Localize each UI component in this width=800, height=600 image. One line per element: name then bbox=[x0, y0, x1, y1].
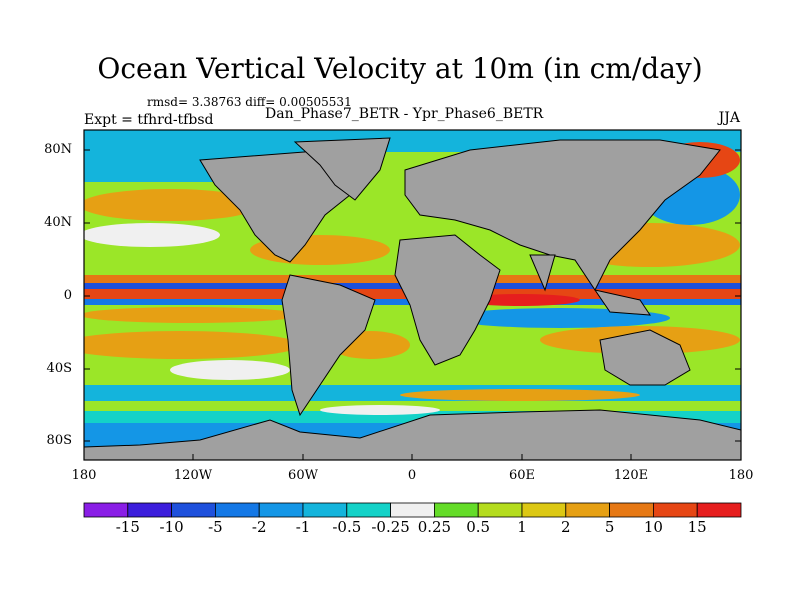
colorbar-swatch bbox=[346, 502, 391, 518]
greenland bbox=[293, 137, 391, 201]
map-plot-area bbox=[84, 130, 741, 460]
australia bbox=[599, 329, 691, 386]
colorbar-swatch bbox=[433, 502, 479, 518]
stats-line: rmsd= 3.38763 diff= 0.00505531 bbox=[147, 95, 352, 109]
maritime-continent bbox=[593, 289, 651, 316]
lat-label-0: 0 bbox=[63, 288, 72, 303]
colorbar-swatch bbox=[390, 502, 435, 518]
colorbar-tick-label: -5 bbox=[208, 518, 223, 536]
lon-label-60w: 60W bbox=[288, 468, 318, 483]
lat-label-40s: 40S bbox=[46, 361, 72, 376]
eurasia bbox=[404, 139, 721, 291]
lon-label-120w: 120W bbox=[173, 468, 213, 483]
colorbar-tick-label: -1 bbox=[295, 518, 311, 536]
land-masses bbox=[84, 137, 741, 460]
page-title: Ocean Vertical Velocity at 10m (in cm/da… bbox=[97, 52, 703, 85]
colorbar-tick-label: 0.5 bbox=[466, 518, 491, 536]
colorbar-tick-label: -0.25 bbox=[371, 518, 410, 536]
lon-label-60e: 60E bbox=[508, 468, 536, 483]
colorbar-swatch bbox=[127, 502, 173, 518]
colorbar-swatch bbox=[609, 502, 654, 518]
axis-ticks bbox=[83, 149, 742, 460]
india bbox=[529, 254, 556, 292]
antarctica bbox=[84, 409, 741, 460]
colorbar-tick-label: 1 bbox=[517, 518, 527, 536]
colorbar-swatch bbox=[83, 502, 129, 518]
colorbar-tick-label: -15 bbox=[115, 518, 140, 536]
colorbar-swatch bbox=[302, 502, 348, 518]
colorbar-swatch bbox=[521, 502, 567, 518]
colorbar-swatch bbox=[214, 502, 260, 518]
colorbar-tick-label: 10 bbox=[643, 518, 663, 536]
colorbar-tick-label: 15 bbox=[687, 518, 707, 536]
lon-label-0: 0 bbox=[407, 468, 417, 483]
colorbar-tick-label: -10 bbox=[159, 518, 184, 536]
season-label: JJA bbox=[718, 110, 740, 126]
colorbar-swatch bbox=[477, 502, 523, 518]
experiment-label: Expt = tfhrd-tfbsd bbox=[84, 112, 214, 128]
colorbar-swatch bbox=[653, 502, 698, 518]
colorbar-swatch bbox=[171, 502, 216, 518]
africa bbox=[394, 234, 501, 366]
colorbar-swatch bbox=[258, 502, 304, 518]
lon-label-120e: 120E bbox=[613, 468, 649, 483]
lat-label-40n: 40N bbox=[44, 215, 72, 230]
lat-label-80s: 80S bbox=[46, 433, 72, 448]
colorbar-tick-label: -2 bbox=[251, 518, 267, 536]
colorbar bbox=[83, 502, 742, 518]
colorbar-swatch bbox=[696, 502, 742, 518]
colorbar-tick-label: 2 bbox=[561, 518, 571, 536]
colorbar-tick-label: 5 bbox=[604, 518, 615, 536]
lon-label-180-left: 180 bbox=[71, 468, 97, 483]
subtitle: Dan_Phase7_BETR - Ypr_Phase6_BETR bbox=[265, 106, 544, 122]
colorbar-swatch bbox=[565, 502, 610, 518]
south-america bbox=[281, 274, 376, 417]
colorbar-tick-label: -0.5 bbox=[332, 518, 362, 536]
colorbar-tick-label: 0.25 bbox=[417, 518, 452, 536]
lat-label-80n: 80N bbox=[44, 142, 72, 157]
lon-label-180-right: 180 bbox=[728, 468, 754, 483]
